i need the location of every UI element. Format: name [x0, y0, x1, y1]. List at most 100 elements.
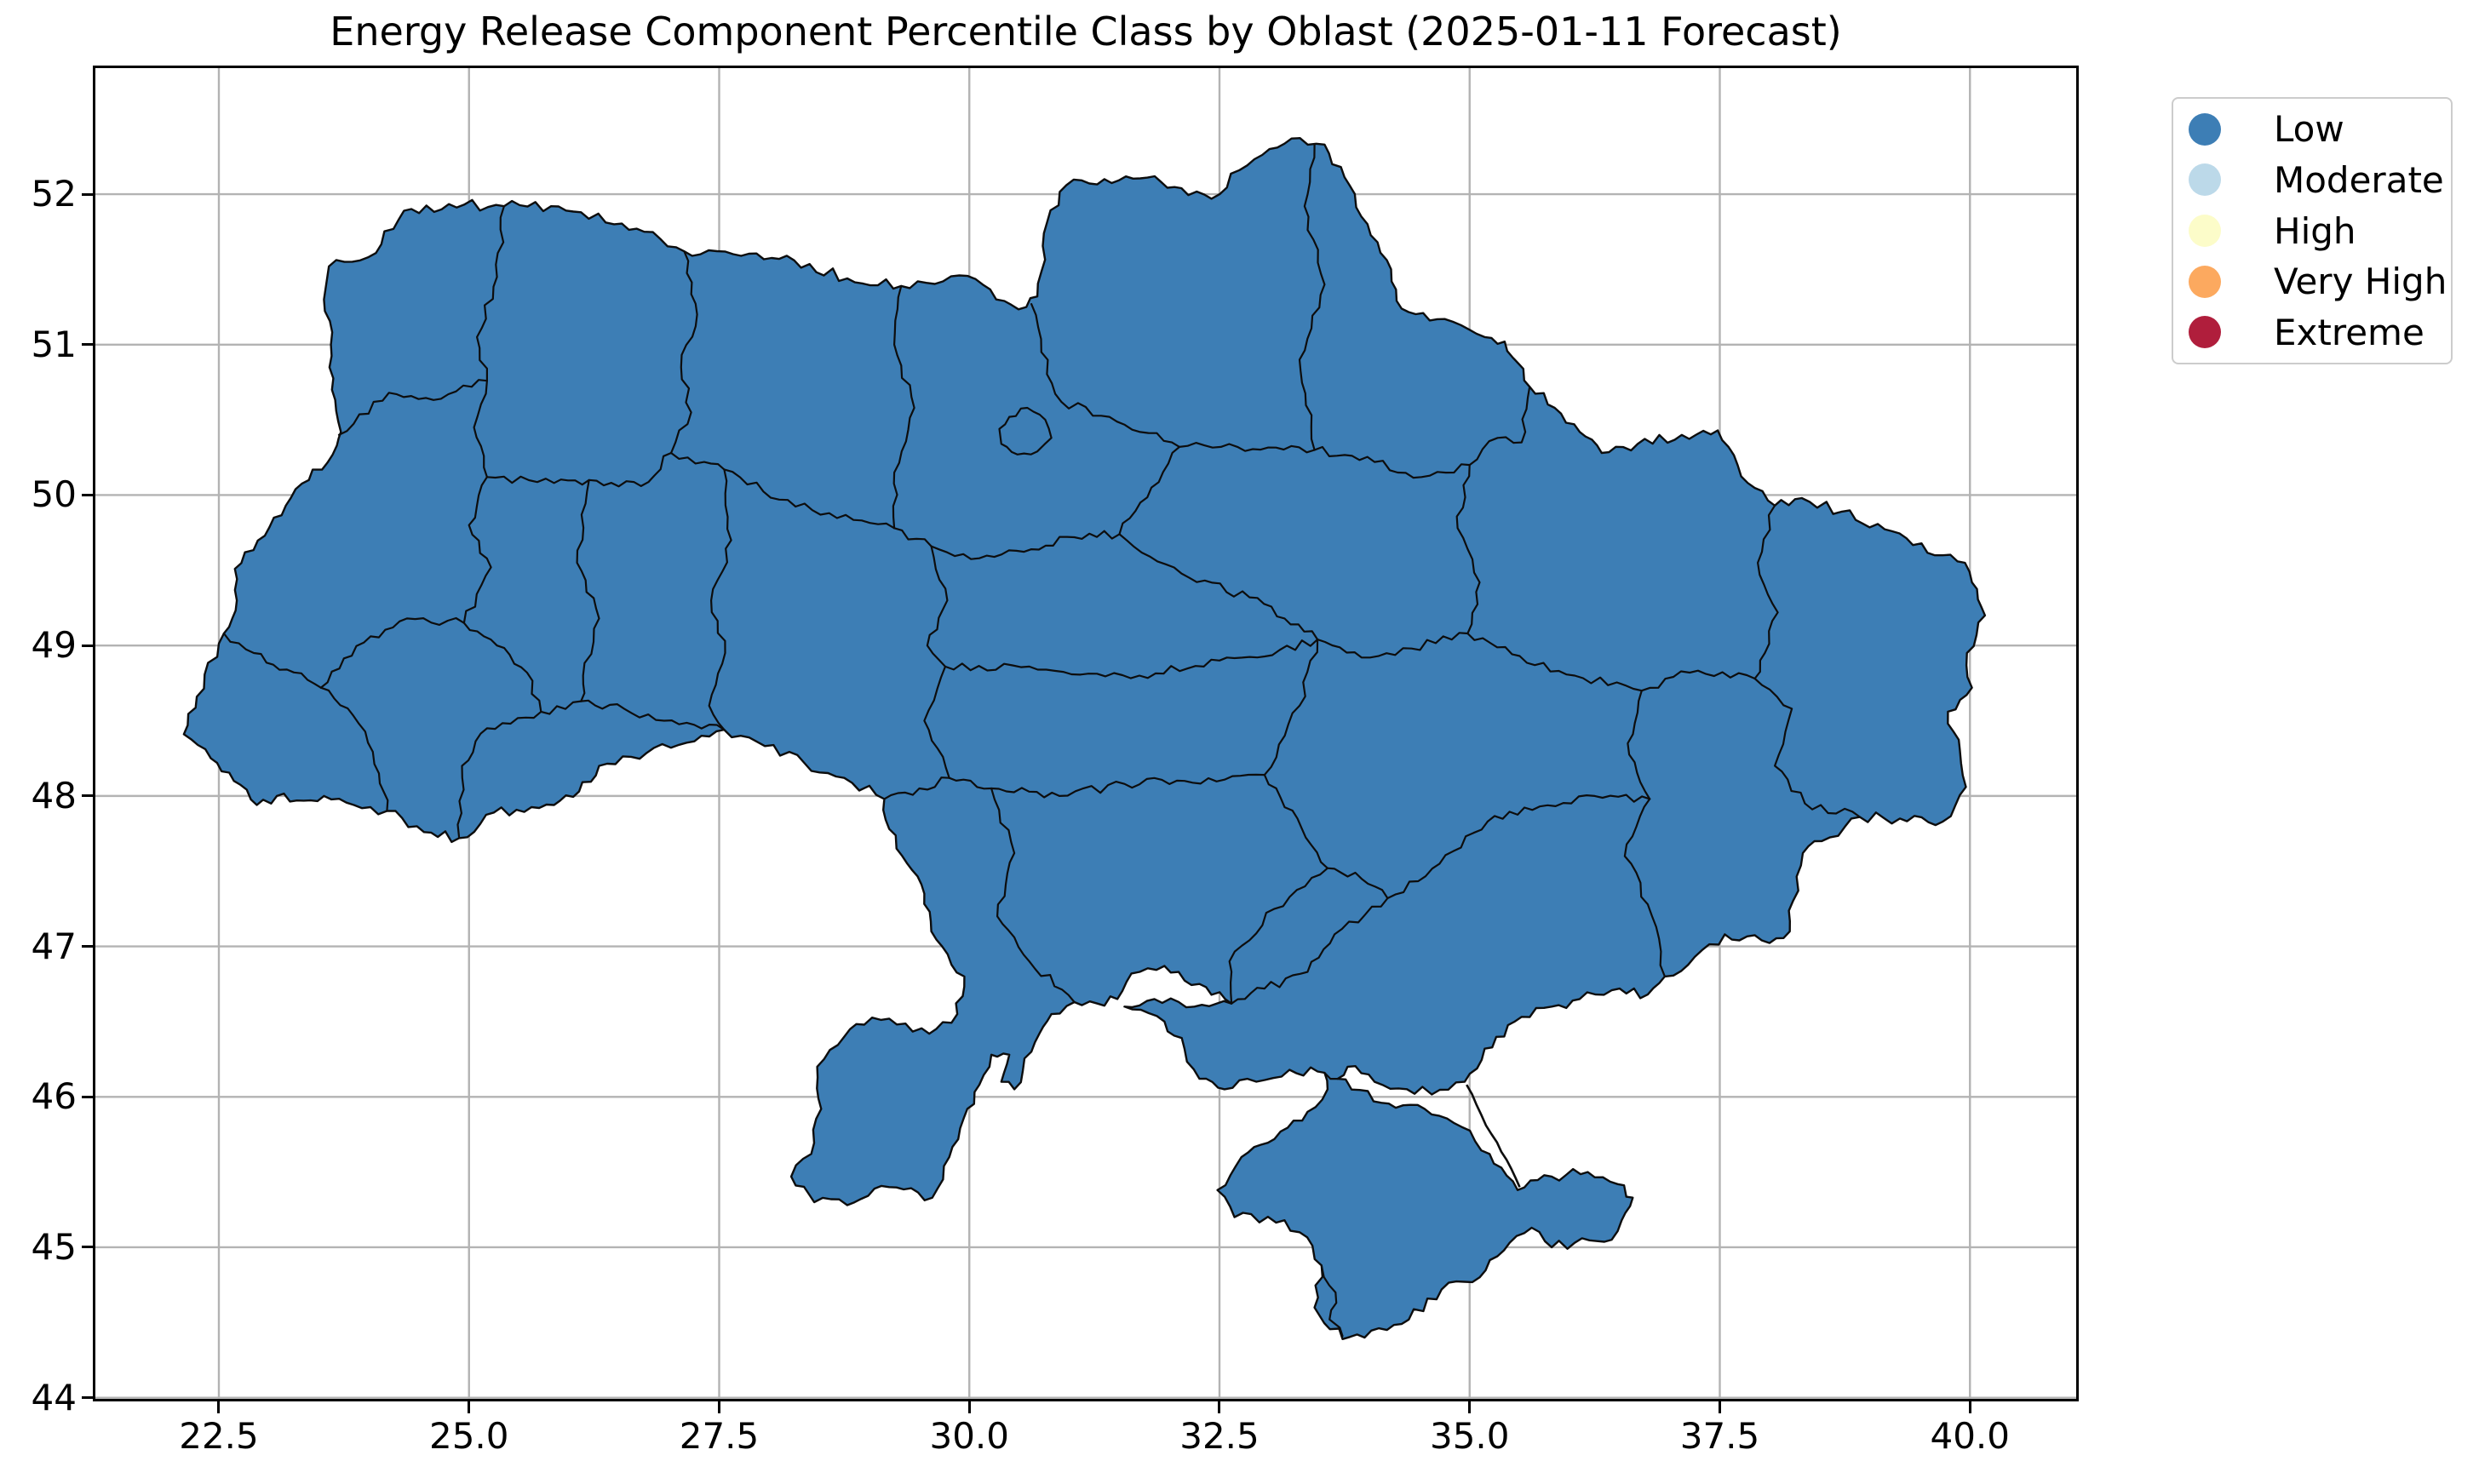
oblast-border	[1118, 445, 1181, 536]
oblast-border	[576, 478, 600, 702]
oblast-border	[708, 468, 732, 731]
legend-marker-circle-icon	[2189, 215, 2221, 247]
oblast-border	[893, 527, 932, 547]
x-axis-tick-mark	[717, 1401, 720, 1413]
oblast-border	[1627, 690, 1651, 800]
oblast-border	[1118, 533, 1319, 641]
chart-title: Energy Release Component Percentile Clas…	[330, 9, 1842, 54]
y-axis-tick-mark	[82, 794, 95, 798]
legend-marker-circle-icon	[2189, 163, 2221, 197]
oblast-border	[1263, 774, 1328, 869]
legend-item-label: High	[2274, 209, 2356, 252]
kyiv-city-outline	[998, 406, 1053, 456]
legend-item: Low	[2173, 104, 2451, 155]
legend-marker-circle-icon	[2189, 265, 2221, 298]
oblast-border	[926, 545, 949, 668]
oblast-border	[1298, 143, 1326, 451]
y-axis-tick-mark	[82, 1246, 95, 1249]
x-axis-tick-mark	[468, 1401, 471, 1413]
x-axis-tick-mark	[967, 1401, 971, 1413]
legend-item: Moderate	[2173, 155, 2451, 206]
y-axis-tick-label: 46	[31, 1075, 77, 1118]
y-axis-tick-mark	[82, 343, 95, 347]
y-axis-tick-mark	[82, 1095, 95, 1098]
legend: Low Moderate High Very High Extreme	[2172, 97, 2453, 364]
oblast-border	[473, 380, 488, 478]
x-axis-tick-label: 40.0	[1930, 1415, 2010, 1457]
country-outline	[182, 137, 1987, 1340]
oblast-border	[1640, 669, 1756, 692]
oblast-borders	[222, 143, 1862, 1338]
x-axis-tick-mark	[1218, 1401, 1221, 1413]
oblast-border	[990, 787, 1076, 1004]
x-axis-tick-label: 35.0	[1429, 1415, 1510, 1457]
oblast-border	[456, 710, 542, 838]
oblast-border	[883, 776, 950, 800]
oblast-border	[892, 284, 915, 530]
legend-marker-circle-icon	[2189, 112, 2221, 146]
oblast-border	[1753, 677, 1862, 818]
oblast-border	[1263, 639, 1319, 776]
legend-item-label: Extreme	[2274, 311, 2424, 353]
x-axis-tick-label: 37.5	[1679, 1415, 1760, 1457]
y-axis-tick-label: 51	[31, 323, 77, 365]
y-axis-tick-mark	[82, 644, 95, 647]
oblast-border	[319, 616, 465, 689]
y-axis-tick-label: 48	[31, 774, 77, 816]
oblast-border	[1486, 794, 1651, 822]
oblast-border	[1313, 445, 1471, 479]
x-axis-tick-mark	[1968, 1401, 1971, 1413]
oblast-border	[930, 530, 1121, 560]
legend-marker-circle-icon	[2189, 316, 2221, 349]
oblast-border	[1623, 798, 1666, 977]
legend-item-label: Low	[2274, 108, 2344, 151]
y-axis-tick-label: 52	[31, 173, 77, 215]
legend-item-label: Very High	[2274, 261, 2447, 303]
x-axis-tick-label: 30.0	[929, 1415, 1009, 1457]
y-axis-tick-label: 44	[31, 1376, 77, 1418]
y-axis-tick-mark	[82, 192, 95, 196]
oblast-border	[222, 632, 322, 689]
x-axis-tick-mark	[1468, 1401, 1472, 1413]
legend-item: Extreme	[2173, 307, 2451, 358]
arabat-spit	[1466, 1084, 1521, 1188]
y-axis-tick-label: 50	[31, 473, 77, 516]
oblast-border	[476, 205, 505, 382]
legend-item: Very High	[2173, 256, 2451, 307]
oblast-border	[670, 250, 698, 455]
y-axis-tick-label: 47	[31, 925, 77, 967]
y-axis-tick-mark	[82, 945, 95, 948]
oblast-border	[540, 699, 726, 731]
oblast-border	[1753, 504, 1779, 680]
plot-layers	[95, 68, 2076, 1399]
oblast-border	[462, 476, 492, 624]
x-axis-tick-label: 22.5	[179, 1415, 259, 1457]
legend-item-label: Moderate	[2274, 158, 2444, 201]
oblast-border	[948, 776, 993, 790]
oblast-border	[1030, 303, 1316, 454]
oblast-border	[1320, 1264, 1344, 1338]
oblast-border	[1326, 867, 1389, 900]
oblast-border	[923, 665, 950, 779]
y-axis-tick-mark	[82, 493, 95, 496]
oblast-border	[990, 773, 1265, 799]
x-axis-tick-mark	[217, 1401, 221, 1413]
oblast-border	[485, 451, 673, 488]
oblast-border	[1323, 1071, 1339, 1080]
oblast-border	[1317, 632, 1469, 659]
oblast-border	[723, 468, 896, 530]
y-axis-tick-mark	[82, 1396, 95, 1400]
x-axis-tick-label: 25.0	[428, 1415, 509, 1457]
oblast-border	[1231, 820, 1489, 1005]
oblast-border	[1468, 386, 1531, 467]
y-axis-tick-label: 49	[31, 624, 77, 667]
x-axis-tick-label: 32.5	[1179, 1415, 1260, 1457]
map-root	[95, 68, 2076, 1399]
oblast-border	[670, 451, 726, 471]
oblast-border	[944, 639, 1319, 679]
legend-item: High	[2173, 205, 2451, 256]
oblast-border	[1455, 464, 1481, 635]
oblast-border	[1466, 632, 1643, 692]
